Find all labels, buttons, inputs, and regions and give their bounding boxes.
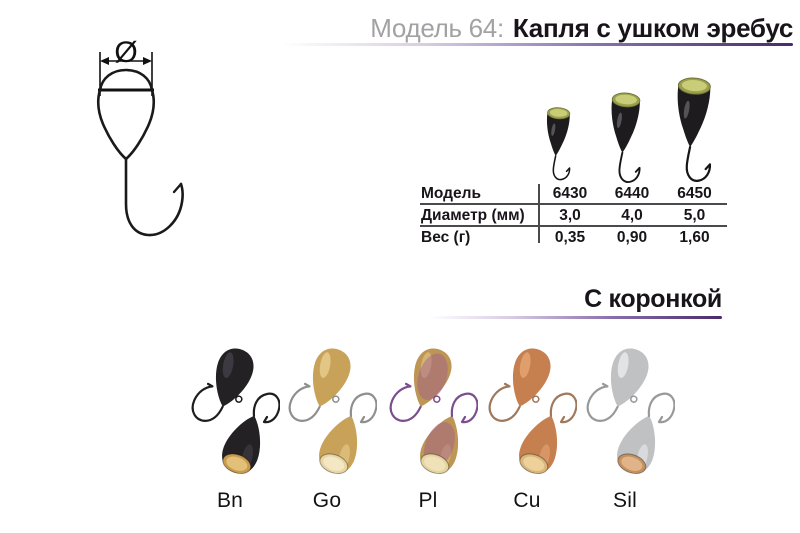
cell-value: 6440 — [614, 184, 650, 202]
table-row-diameter: Диаметр (мм) 3,0 4,0 5,0 — [420, 205, 727, 227]
table-divider — [538, 184, 540, 243]
diameter-symbol: Ø — [114, 36, 137, 69]
variant-image — [378, 338, 478, 483]
page-title: Модель 64: Капля с ушком эребус — [370, 13, 793, 44]
cell-value: 1,60 — [679, 228, 710, 246]
cell-value: 6430 — [552, 184, 588, 202]
variant-label: Pl — [418, 489, 438, 512]
variant-label: Bn — [216, 489, 244, 512]
variant-sil: Sil — [575, 338, 675, 513]
table-row-model: Модель 6430 6440 6450 — [420, 183, 727, 205]
page-title-prefix: Модель 64: — [370, 13, 504, 43]
variant-go: Go — [277, 338, 377, 513]
jig-outline — [97, 68, 155, 161]
section-underline — [428, 316, 722, 319]
variant-image — [180, 338, 280, 483]
dimension-diagram: Ø — [97, 36, 184, 237]
hook-outline — [124, 157, 184, 237]
product-photo-large — [662, 70, 722, 190]
spec-table: Модель 6430 6440 6450 Диаметр (мм) 3,0 4… — [420, 183, 727, 247]
product-photo-small — [536, 102, 578, 186]
row-label: Диаметр (мм) — [421, 206, 525, 224]
cell-value: 4,0 — [621, 206, 643, 224]
row-label: Модель — [421, 184, 482, 202]
section-title: С коронкой — [584, 285, 722, 313]
table-row-weight: Вес (г) 0,35 0,90 1,60 — [420, 227, 727, 247]
cell-value: 3,0 — [559, 206, 581, 224]
variant-label: Go — [312, 489, 342, 512]
variant-label: Cu — [513, 489, 541, 512]
product-photo-medium — [598, 86, 650, 190]
cell-value: 0,90 — [616, 228, 648, 246]
variant-bn: Bn — [180, 338, 280, 513]
cell-value: 5,0 — [683, 206, 706, 224]
cell-value: 0,35 — [554, 228, 586, 246]
variant-image — [575, 338, 675, 483]
variant-label: Sil — [613, 489, 637, 512]
page-title-main: Капля с ушком эребус — [512, 13, 793, 43]
row-label: Вес (г) — [421, 228, 471, 246]
variant-cu: Cu — [477, 338, 577, 513]
variant-image — [277, 338, 377, 483]
variant-image — [477, 338, 577, 483]
title-underline — [281, 43, 793, 46]
cell-value: 6450 — [677, 184, 712, 202]
variant-pl: Pl — [378, 338, 478, 513]
